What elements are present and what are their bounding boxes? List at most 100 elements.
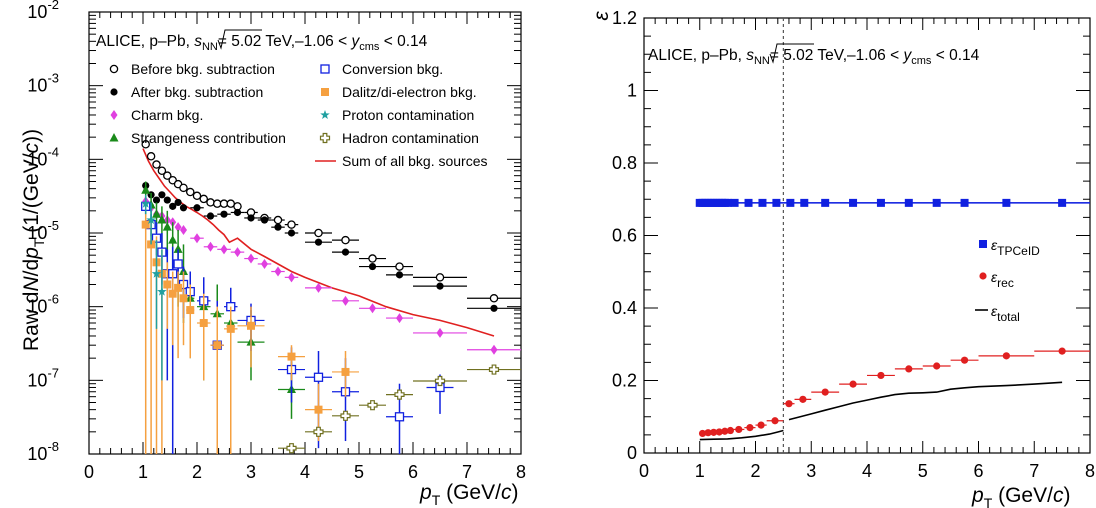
data-point <box>179 183 188 193</box>
y-tick-exponent: -3 <box>47 71 59 86</box>
y-tick-label: 10-5 <box>27 218 59 243</box>
y-tick-exponent: -7 <box>47 365 59 380</box>
y-tick-label: 10-4 <box>27 144 59 169</box>
data-point <box>905 365 913 373</box>
x-tick-label: 1 <box>695 461 705 481</box>
legend-marker <box>979 272 987 280</box>
data-point <box>396 313 403 324</box>
data-point <box>1002 352 1010 360</box>
x-title-sub: T <box>432 492 441 508</box>
data-point <box>140 198 151 208</box>
y-tick-label: 1 <box>627 81 637 101</box>
data-point <box>730 198 739 207</box>
legend-marker <box>320 64 330 74</box>
legend-marker <box>979 240 987 248</box>
x-tick-label: 6 <box>973 461 983 481</box>
data-point <box>960 198 969 207</box>
data-point <box>247 253 255 264</box>
x-tick-label: 3 <box>246 462 256 482</box>
data-point <box>785 400 793 408</box>
y-tick-label: 10-2 <box>27 0 59 22</box>
sqrt-symbol <box>217 29 262 50</box>
x-tick-label: 3 <box>806 461 816 481</box>
data-point <box>821 198 830 207</box>
data-point <box>287 229 296 237</box>
legend-subscript: TPCeID <box>997 244 1040 258</box>
legend-label: Charm bkg. <box>131 107 203 123</box>
y-tick-exponent: -6 <box>47 292 59 307</box>
x-title-sub: T <box>984 495 993 508</box>
data-point <box>146 152 156 161</box>
data-point <box>876 198 885 207</box>
data-point <box>849 380 857 388</box>
y-tick-base: 10 <box>27 2 47 22</box>
x-tick-label: 0 <box>639 461 649 481</box>
data-point <box>721 427 729 435</box>
legend-label: Before bkg. subtraction <box>131 61 275 77</box>
x-tick-label: 7 <box>1029 461 1039 481</box>
header-energy: = 5.02 TeV,–1.06 < <box>770 47 904 64</box>
data-point <box>395 262 404 271</box>
data-point <box>158 191 166 199</box>
total-line <box>788 381 1063 421</box>
y-tick-label: 10-3 <box>27 71 59 96</box>
data-point <box>157 215 167 224</box>
data-point <box>192 191 202 201</box>
x-title-unit: c <box>1053 484 1064 507</box>
x-tick-label: 0 <box>84 462 94 482</box>
data-point <box>220 244 228 255</box>
x-title-tail: (GeV/ <box>440 481 501 504</box>
header-collab: ALICE, p–Pb, <box>648 47 746 64</box>
x-title-unit: c <box>501 481 512 504</box>
y-tick-exponent: -5 <box>47 218 59 233</box>
y-tick-base: 10 <box>27 297 47 317</box>
data-point <box>287 352 296 361</box>
left-chart: 0 1 2 3 4 5 6 7 810-810-710-610-510-410-310-2ALI… <box>20 0 526 508</box>
data-point <box>757 421 765 429</box>
data-point <box>174 198 182 207</box>
y-title-mid: /d <box>20 259 43 277</box>
header-tail: < 0.14 <box>379 33 427 50</box>
data-point <box>735 425 743 434</box>
data-point <box>168 289 177 298</box>
data-point <box>169 202 177 210</box>
data-point <box>141 220 150 229</box>
x-axis-title: pT (GeV/c) <box>419 481 518 508</box>
x-tick-label: 1 <box>138 462 148 482</box>
data-point <box>849 198 858 207</box>
x-title-close: ) <box>1063 484 1070 507</box>
legend-label: Dalitz/di-electron bkg. <box>342 84 477 100</box>
x-tick-label: 8 <box>1085 461 1095 481</box>
series-conversion-bkg- <box>141 198 454 454</box>
data-point <box>213 341 222 350</box>
data-point <box>313 372 324 382</box>
y-title-paren: (1/(GeV/ <box>20 153 43 238</box>
series-hadron-contamination <box>278 364 521 454</box>
legend-label: After bkg. subtraction <box>131 84 263 100</box>
legend-marker <box>109 133 119 142</box>
data-point <box>395 271 404 279</box>
data-point <box>341 235 350 245</box>
sqrt-symbol <box>769 43 814 64</box>
y-tick-base: 10 <box>27 76 47 96</box>
legend-label: Hadron contamination <box>342 130 479 146</box>
data-point <box>490 344 498 355</box>
data-point <box>698 429 707 438</box>
data-point <box>186 306 195 315</box>
header-label: ALICE, p–Pb, sNN= 5.02 TeV,–1.06 < ycms … <box>648 47 980 67</box>
data-point <box>369 303 376 314</box>
data-point <box>313 426 324 437</box>
data-point <box>163 280 172 289</box>
data-point <box>152 196 161 204</box>
data-point <box>180 224 187 235</box>
legend-marker <box>319 132 331 144</box>
legend-marker <box>110 110 118 120</box>
header-tail: < 0.14 <box>931 47 979 64</box>
data-point <box>1058 198 1067 207</box>
data-point <box>206 212 215 220</box>
data-point <box>314 228 323 238</box>
data-point <box>710 428 718 436</box>
x-tick-label: 4 <box>300 462 310 482</box>
y-tick-label: 0 <box>627 443 637 463</box>
